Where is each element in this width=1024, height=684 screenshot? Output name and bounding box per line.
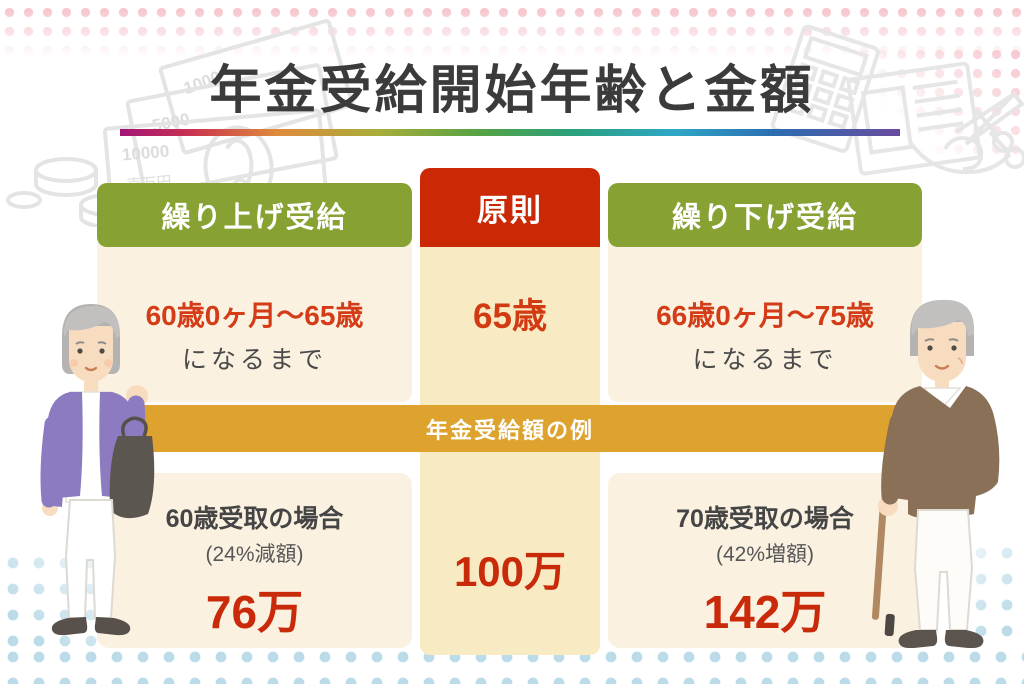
elderly-woman-illustration bbox=[40, 304, 155, 636]
deferred-age-range: 66歳0ヶ月〜75歳 bbox=[656, 300, 874, 331]
rainbow-divider bbox=[120, 129, 900, 136]
note-label: 10000 bbox=[121, 141, 170, 164]
deferred-age-panel: 66歳0ヶ月〜75歳 になるまで bbox=[608, 242, 922, 402]
page-title: 年金受給開始年齢と金額 bbox=[209, 62, 815, 120]
calculator-illustration bbox=[770, 24, 1024, 176]
early-example-amount: 76万 bbox=[205, 586, 304, 638]
principle-header: 原則 bbox=[420, 168, 600, 247]
deferred-example-note: (42%増額) bbox=[715, 543, 815, 566]
early-age-panel: 60歳0ヶ月〜65歳 になるまで bbox=[97, 242, 412, 402]
deferred-header: 繰り下げ受給 bbox=[608, 183, 922, 247]
elderly-man-illustration bbox=[871, 299, 1000, 648]
example-banner: 年金受給額の例 bbox=[120, 405, 900, 452]
early-age-range: 60歳0ヶ月〜65歳 bbox=[145, 300, 364, 331]
early-example-case: 60歳受取の場合 bbox=[165, 505, 344, 533]
early-header: 繰り上げ受給 bbox=[97, 183, 412, 247]
early-age-suffix: になるまで bbox=[181, 346, 327, 374]
deferred-age-suffix: になるまで bbox=[692, 346, 838, 374]
early-example-note: (24%減額) bbox=[205, 543, 304, 566]
deferred-example-case: 70歳受取の場合 bbox=[676, 505, 854, 533]
deferred-example-amount: 142万 bbox=[703, 586, 827, 638]
principle-age: 65歳 bbox=[473, 297, 547, 336]
principle-example-amount: 100万 bbox=[453, 548, 567, 595]
